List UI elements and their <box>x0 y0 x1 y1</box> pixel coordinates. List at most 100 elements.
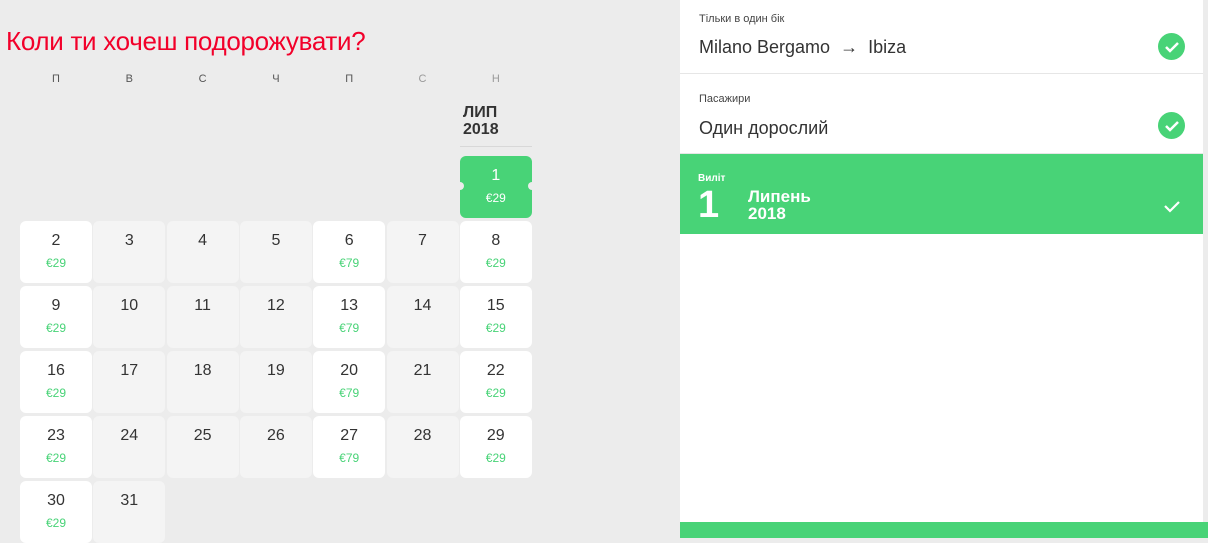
calendar-day[interactable]: 29 €29 <box>459 416 532 478</box>
day-number: 21 <box>413 362 432 379</box>
day-number: 9 <box>51 297 61 314</box>
day-price: €29 <box>45 256 67 270</box>
calendar-day[interactable]: 18 <box>166 351 239 413</box>
day-number: 4 <box>198 232 208 249</box>
day-price: €29 <box>485 321 506 335</box>
day-number: 28 <box>413 427 432 444</box>
calendar-day[interactable]: 31 <box>93 481 166 543</box>
page-title: Коли ти хочеш подорожувати? <box>6 26 366 56</box>
check-icon <box>1164 201 1180 213</box>
weekday-label: С <box>418 73 427 85</box>
calendar-day[interactable]: 7 <box>386 221 459 283</box>
departure-day: 1 <box>698 184 720 226</box>
weekday-label: Н <box>491 73 500 85</box>
scrollbar[interactable] <box>1203 0 1208 538</box>
departure-month-name: Липень <box>748 187 811 206</box>
day-number: 25 <box>193 427 212 444</box>
day-number: 5 <box>271 232 281 249</box>
calendar-day[interactable]: 3 <box>93 221 166 283</box>
calendar-day[interactable]: 25 <box>166 416 239 478</box>
day-number: 12 <box>266 297 285 314</box>
calendar-day[interactable]: 2 €29 <box>20 221 92 283</box>
day-price: €29 <box>485 386 506 400</box>
calendar-day[interactable]: 8 €29 <box>459 221 532 283</box>
month-name: ЛИП <box>463 104 498 121</box>
departure-section[interactable]: Виліт 1 Липень 2018 <box>680 154 1203 234</box>
calendar-day[interactable]: 1 €29 <box>455 156 536 218</box>
day-number: 22 <box>486 362 505 379</box>
month-year: 2018 <box>463 121 499 138</box>
day-number: 2 <box>51 232 61 249</box>
day-number: 31 <box>120 492 139 509</box>
calendar-day[interactable]: 6 €79 <box>313 221 386 283</box>
calendar-day[interactable]: 28 <box>386 416 459 478</box>
day-number: 17 <box>120 362 139 379</box>
trip-section[interactable]: Тільки в один бік Milano Bergamo → Ibiza <box>680 0 1203 74</box>
passengers-label: Пасажири <box>699 93 751 105</box>
day-number: 18 <box>193 362 212 379</box>
day-number: 16 <box>47 362 65 379</box>
day-number: 27 <box>340 427 359 444</box>
day-number: 10 <box>120 297 139 314</box>
weekday-label: П <box>52 73 60 85</box>
divider <box>460 146 532 147</box>
calendar-day[interactable]: 15 €29 <box>459 286 532 348</box>
calendar-day[interactable]: 11 <box>166 286 239 348</box>
calendar-day[interactable]: 14 <box>386 286 459 348</box>
calendar-day[interactable]: 27 €79 <box>313 416 386 478</box>
day-number: 6 <box>344 232 354 249</box>
day-number: 29 <box>486 427 505 444</box>
weekday-label: Ч <box>272 73 280 85</box>
day-number: 11 <box>194 297 211 314</box>
day-price: €29 <box>45 321 67 335</box>
day-price: €29 <box>485 451 506 465</box>
day-price: €29 <box>45 516 67 530</box>
passengers-value: Один дорослий <box>699 118 829 138</box>
day-price: €79 <box>339 256 360 270</box>
day-price: €29 <box>485 256 506 270</box>
day-number: 15 <box>486 297 505 314</box>
day-number: 13 <box>340 297 359 314</box>
day-number: 24 <box>120 427 139 444</box>
calendar-day[interactable]: 5 <box>239 221 312 283</box>
calendar-day[interactable]: 13 €79 <box>313 286 386 348</box>
calendar-day[interactable]: 24 <box>93 416 166 478</box>
day-number: 1 <box>491 167 501 184</box>
weekday-label: С <box>198 73 207 85</box>
day-price: €79 <box>339 451 360 465</box>
calendar-day[interactable]: 19 <box>239 351 312 413</box>
passengers-section[interactable]: Пасажири Один дорослий <box>680 74 1203 154</box>
day-number: 20 <box>340 362 359 379</box>
calendar-day[interactable]: 30 €29 <box>20 481 92 543</box>
weekday-label: П <box>345 73 354 85</box>
calendar-day[interactable]: 9 €29 <box>20 286 92 348</box>
calendar-day[interactable]: 23 €29 <box>20 416 92 478</box>
day-price: €29 <box>45 451 67 465</box>
month-label: ЛИП 2018 <box>463 104 499 138</box>
day-number: 23 <box>47 427 65 444</box>
day-price: €29 <box>45 386 67 400</box>
calendar-day[interactable]: 4 <box>166 221 239 283</box>
day-price: €79 <box>339 321 360 335</box>
calendar-day[interactable]: 20 €79 <box>313 351 386 413</box>
check-circle-icon <box>1158 112 1185 139</box>
day-number: 3 <box>124 232 134 249</box>
calendar-day[interactable]: 21 <box>386 351 459 413</box>
day-number: 14 <box>413 297 432 314</box>
day-price: €29 <box>485 191 506 205</box>
day-number: 19 <box>266 362 285 379</box>
continue-bar[interactable] <box>680 522 1208 538</box>
day-number: 7 <box>418 232 427 249</box>
day-price: €79 <box>339 386 360 400</box>
calendar-day[interactable]: 17 <box>93 351 166 413</box>
calendar-day[interactable]: 16 €29 <box>20 351 92 413</box>
calendar-day[interactable]: 26 <box>239 416 312 478</box>
day-number: 26 <box>266 427 285 444</box>
calendar-day[interactable]: 22 €29 <box>459 351 532 413</box>
weekday-label: В <box>125 73 133 85</box>
check-circle-icon <box>1158 33 1185 60</box>
calendar-day[interactable]: 12 <box>239 286 312 348</box>
departure-year: 2018 <box>748 204 786 223</box>
calendar-day[interactable]: 10 <box>93 286 166 348</box>
day-number: 30 <box>47 492 65 509</box>
